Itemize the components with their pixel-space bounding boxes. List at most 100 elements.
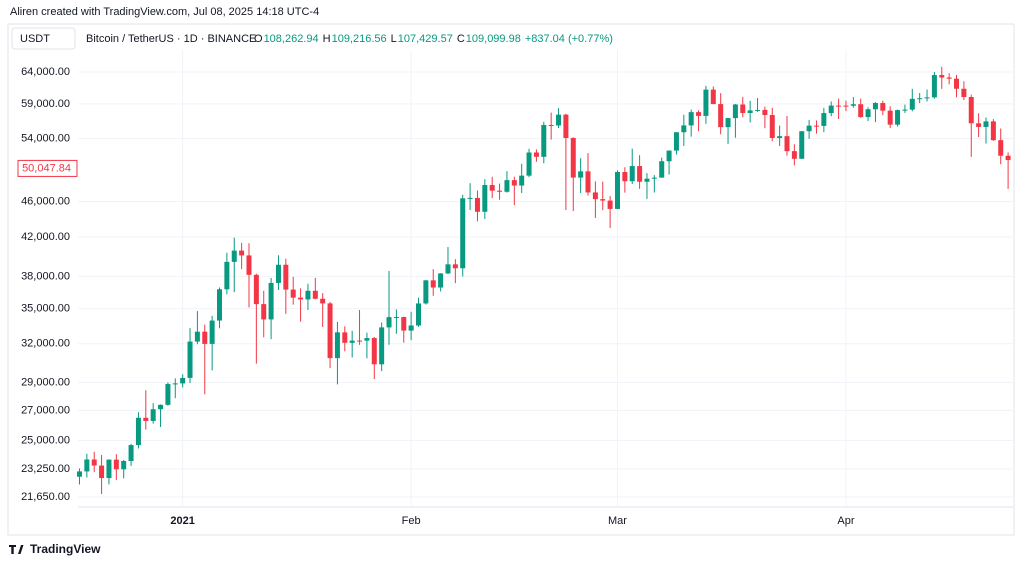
candle-body (917, 98, 923, 100)
candle-body (415, 303, 421, 326)
x-tick-label: Apr (837, 515, 854, 527)
candle-body (194, 331, 200, 342)
candle-body (806, 125, 812, 132)
candle-body (128, 445, 134, 462)
candle-body (998, 140, 1004, 156)
candle-body (172, 383, 178, 385)
candle-body (666, 150, 672, 162)
candle-body (386, 317, 392, 328)
candle-body (762, 109, 768, 116)
ohlc-key: O (254, 33, 263, 45)
candle-body (84, 459, 90, 472)
y-tick-label: 32,000.00 (21, 338, 70, 350)
candle-body (850, 104, 856, 106)
candle-body (718, 104, 724, 128)
symbol: Bitcoin / TetherUS · 1D · BINANCE (86, 33, 256, 45)
candle-body (423, 280, 429, 304)
candle-body (298, 297, 304, 300)
candle-body (725, 118, 731, 128)
candle-body (143, 417, 149, 421)
candle-body (1005, 155, 1011, 161)
candle-body (113, 459, 119, 470)
candle-body (629, 166, 635, 182)
y-tick-label: 46,000.00 (21, 195, 70, 207)
y-tick-label: 35,000.00 (21, 303, 70, 315)
candle-body (150, 409, 156, 421)
candle-body (467, 197, 473, 199)
candle-body (821, 113, 827, 126)
candle-body (275, 264, 281, 283)
candle-body (954, 78, 960, 89)
symbol-button[interactable] (11, 27, 76, 50)
y-tick-label: 38,000.00 (21, 270, 70, 282)
y-tick-label: 27,000.00 (21, 404, 70, 416)
footer-brand: TradingView (30, 542, 101, 556)
candle-body (777, 136, 783, 139)
candle-body (246, 255, 252, 275)
candle-body (533, 152, 539, 157)
candle-body (784, 136, 790, 152)
candle-body (158, 404, 164, 410)
candle-body (489, 185, 495, 191)
candle-body (924, 97, 930, 99)
candle-body (224, 261, 230, 290)
candle-body (541, 125, 547, 157)
candle-body (393, 316, 399, 318)
candle-body (622, 172, 628, 182)
candle-body (217, 289, 223, 321)
candle-body (644, 178, 650, 182)
candle-body (187, 341, 193, 378)
candle-body (334, 332, 340, 359)
candle-body (931, 75, 937, 98)
ohlc-key: H (323, 33, 331, 45)
candle-body (106, 459, 112, 479)
footer-logo: TradingView (8, 542, 101, 556)
candle-body (99, 465, 105, 479)
candle-body (438, 273, 444, 288)
candle-body (909, 98, 915, 110)
candle-body (548, 125, 554, 127)
candle-body (452, 264, 458, 269)
candle-body (961, 88, 967, 98)
candle-body (239, 250, 245, 256)
candle-body (791, 151, 797, 159)
ohlc-value: 109,216.56 (332, 33, 387, 45)
candle-body (312, 290, 318, 299)
candle-body (659, 161, 665, 178)
candle-body (563, 114, 569, 138)
ohlc-value: 107,429.57 (398, 33, 453, 45)
candle-body (858, 104, 864, 118)
candle-body (202, 331, 208, 344)
last-price-label: 50,047.84 (22, 162, 71, 174)
y-tick-label: 59,000.00 (21, 98, 70, 110)
candle-body (497, 190, 503, 192)
candle-body (836, 105, 842, 107)
candle-body (828, 105, 834, 114)
candle-body (585, 171, 591, 193)
candle-body (755, 109, 761, 111)
author-line: Aliren created with TradingView.com, Jul… (10, 6, 319, 18)
candle-body (268, 282, 274, 320)
y-tick-label: 25,000.00 (21, 434, 70, 446)
candle-body (732, 104, 738, 119)
x-tick-label: Feb (402, 515, 421, 527)
candle-body (526, 152, 532, 176)
ohlc-key: C (457, 33, 465, 45)
candle-body (305, 290, 311, 300)
candle-body (253, 274, 259, 305)
candle-body (740, 104, 746, 113)
candle-body (710, 89, 716, 105)
candle-body (135, 417, 141, 446)
candle-body (342, 332, 348, 343)
candle-body (887, 110, 893, 125)
candle-body (769, 115, 775, 139)
candle-body (76, 471, 82, 477)
ohlc-value: 109,099.98 (466, 33, 521, 45)
ohlc-value: 108,262.94 (264, 33, 319, 45)
x-tick-label: Mar (608, 515, 627, 527)
symbol-button-label[interactable]: USDT (20, 33, 50, 45)
candle-body (349, 340, 355, 343)
candle-body (946, 77, 952, 79)
candle-body (578, 171, 584, 178)
